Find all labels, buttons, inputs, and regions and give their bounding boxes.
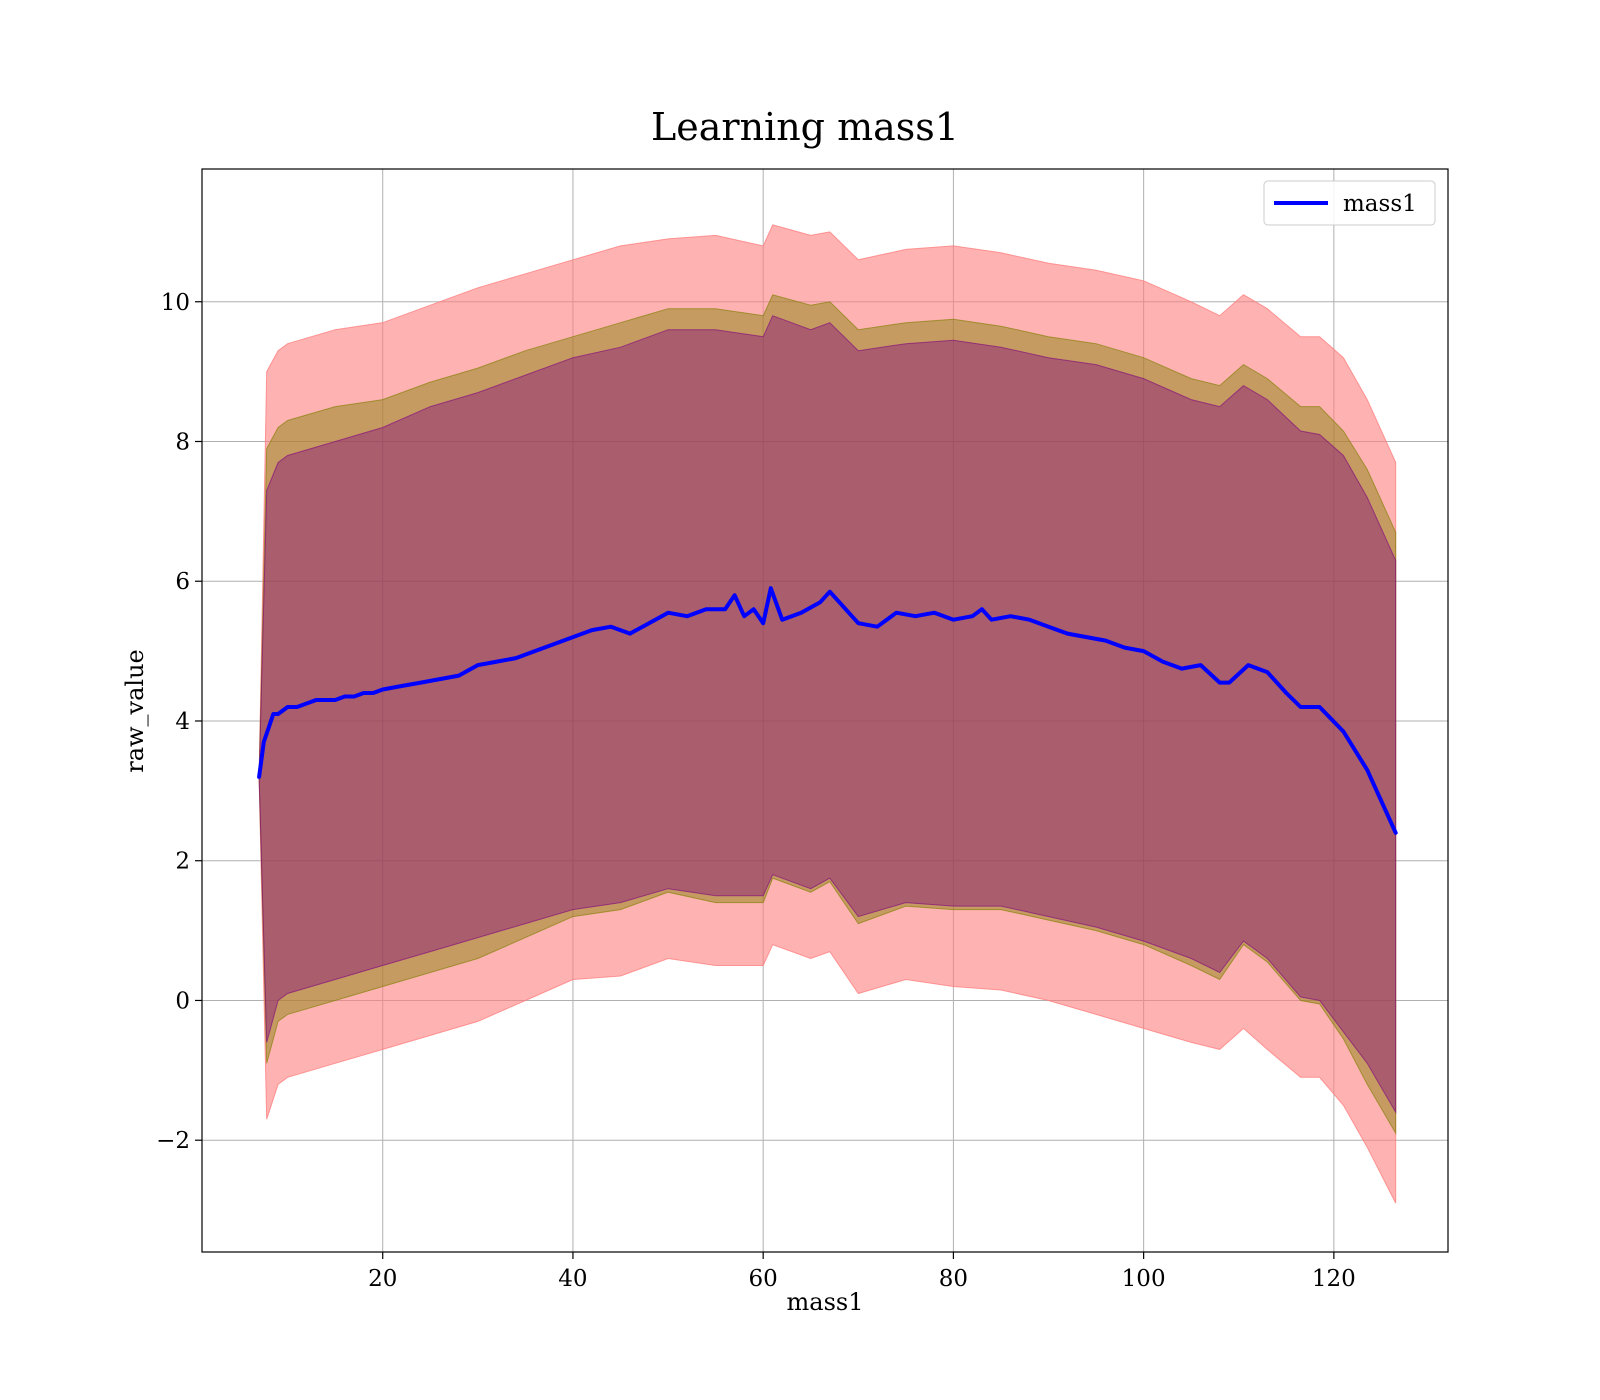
y-tick-label: 8 <box>175 429 190 455</box>
y-tick-label: −2 <box>156 1128 190 1154</box>
y-tick-label: 0 <box>175 988 190 1014</box>
x-tick-label: 60 <box>749 1266 778 1292</box>
y-tick-label: 2 <box>175 849 190 875</box>
x-axis-label: mass1 <box>787 1288 864 1316</box>
legend-box <box>1263 180 1436 226</box>
tick-layer: 20 40 60 80 100 120 −2 0 2 4 6 8 10 <box>156 290 1356 1292</box>
confidence-band-3 <box>258 315 1397 1115</box>
y-tick-label: 10 <box>161 290 190 316</box>
line-layer <box>257 586 1398 835</box>
x-tick-label: 20 <box>368 1266 397 1292</box>
chart-title: Learning mass1 <box>651 105 959 149</box>
plot-frame <box>201 168 1449 1253</box>
y-axis-label: raw_value <box>121 649 149 773</box>
band-layer <box>258 224 1397 1204</box>
x-tick-label: 100 <box>1122 1266 1166 1292</box>
legend-label-mass1: mass1 <box>1343 191 1417 217</box>
series-line-mass1 <box>257 586 1398 835</box>
x-tick-label: 40 <box>558 1266 587 1292</box>
legend: mass1 <box>1263 180 1436 226</box>
x-tick-label: 120 <box>1312 1266 1356 1292</box>
x-tick-label: 80 <box>939 1266 968 1292</box>
y-tick-label: 6 <box>175 569 190 595</box>
y-tick-label: 4 <box>175 709 190 735</box>
